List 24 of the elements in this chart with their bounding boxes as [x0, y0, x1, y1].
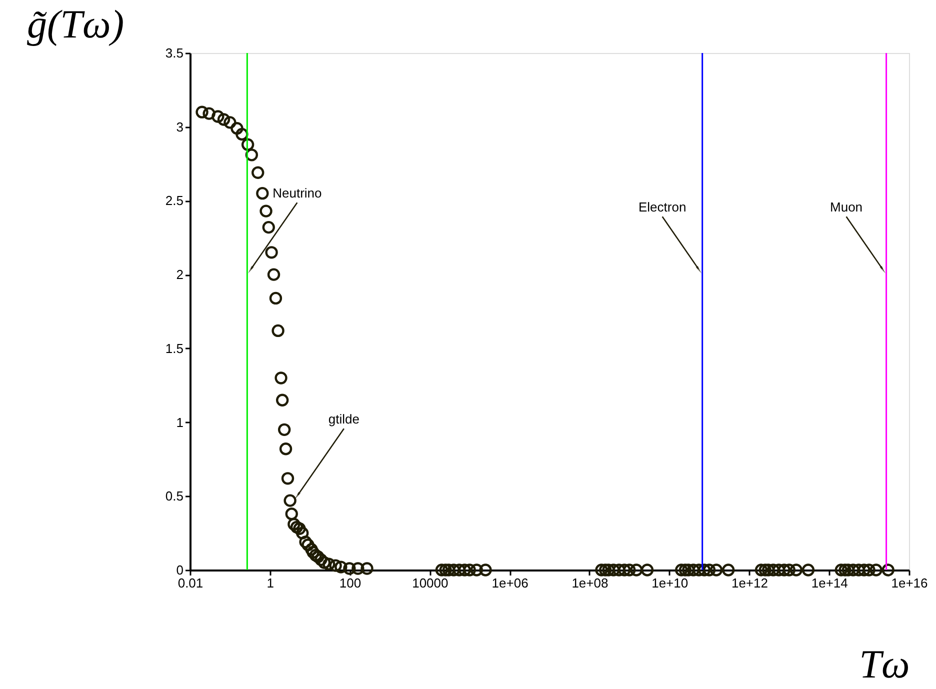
x-axis-title: Tω — [859, 642, 910, 686]
x-tick-label: 1e+14 — [811, 576, 848, 590]
y-tick-label: 3 — [176, 119, 184, 134]
y-tick-label: 0.5 — [165, 488, 184, 504]
x-tick-label: 0.01 — [178, 576, 204, 590]
x-tick-label: 1e+10 — [652, 576, 688, 590]
annotation: Neutrino — [272, 186, 322, 201]
annotation: Electron — [638, 200, 686, 215]
x-tick-label: 10000 — [412, 576, 448, 590]
y-tick-label: 1 — [176, 414, 184, 430]
annotation: gtilde — [328, 412, 360, 427]
x-tick-label: 1e+06 — [492, 576, 528, 590]
y-tick-label: 0 — [176, 562, 184, 578]
x-tick-label: 1e+16 — [891, 576, 928, 590]
x-tick-label: 1e+08 — [572, 576, 608, 590]
y-axis-title: g̃(Tω) — [26, 2, 124, 46]
y-tick-label: 2 — [176, 267, 184, 282]
x-tick-label: 1e+12 — [731, 576, 768, 590]
y-tick-label: 3.5 — [165, 46, 184, 60]
x-tick-label: 1 — [266, 576, 274, 590]
annotation: Muon — [830, 200, 863, 215]
x-tick-label: 100 — [339, 576, 362, 590]
y-tick-label: 1.5 — [165, 340, 184, 356]
y-tick-label: 2.5 — [165, 193, 184, 208]
